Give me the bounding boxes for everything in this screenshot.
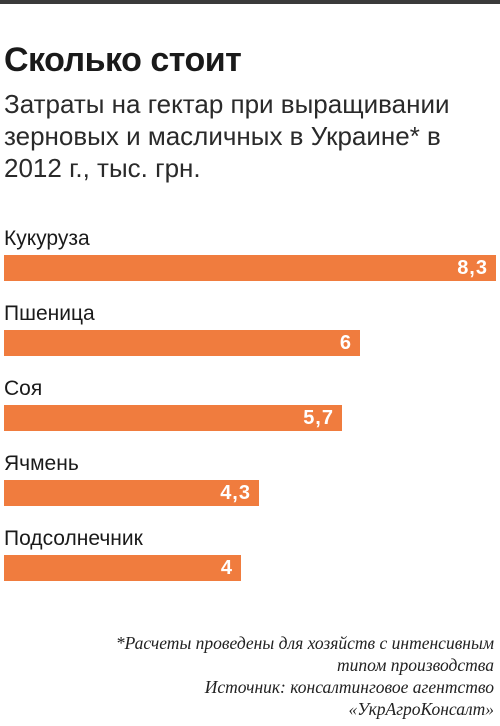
bar: 4: [4, 555, 241, 581]
footnote-source-line-2: «УкрАгроКонсалт»: [348, 699, 494, 719]
category-label: Кукуруза: [4, 227, 90, 250]
footnote-note-line-1: *Расчеты проведены для хозяйств с интенс…: [115, 633, 494, 653]
bar-value-label: 5,7: [303, 407, 334, 429]
top-rule: [0, 0, 500, 4]
chart-title: Сколько стоит: [4, 41, 242, 79]
category-label: Пшеница: [4, 302, 95, 325]
footnote-note-line-2: типом производства: [337, 655, 494, 675]
category-label: Подсолнечник: [4, 527, 143, 550]
footnote-source-line-1: Источник: консалтинговое агентство: [204, 677, 494, 697]
footnote: *Расчеты проведены для хозяйств с интенс…: [4, 632, 494, 720]
bar: 6: [4, 330, 360, 356]
chart-subtitle: Затраты на гектар при выращивании зернов…: [4, 89, 450, 183]
bar: 4,3: [4, 480, 259, 506]
category-label: Ячмень: [4, 452, 79, 475]
bar: 8,3: [4, 255, 496, 281]
bar-value-label: 8,3: [457, 257, 488, 279]
bar-value-label: 6: [339, 332, 352, 354]
bar-value-label: 4,3: [220, 482, 251, 504]
category-label: Соя: [4, 377, 43, 400]
bar: 5,7: [4, 405, 342, 431]
bar-value-label: 4: [220, 557, 233, 579]
bar-chart: Кукуруза 8,3 Пшеница 6 Соя 5,7 Ячмень 4,3 Подсол…: [0, 220, 500, 590]
